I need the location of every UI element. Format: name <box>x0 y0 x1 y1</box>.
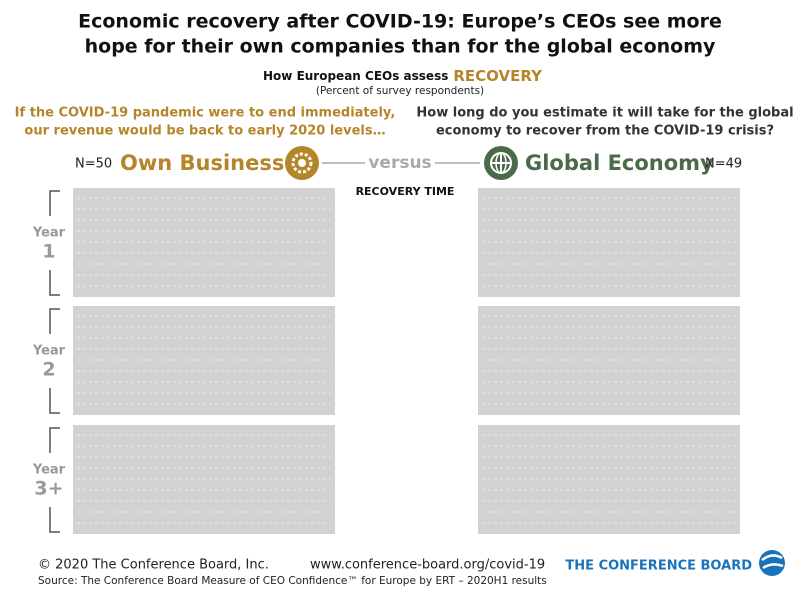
row-word: Year <box>32 344 66 359</box>
title: Economic recovery after COVID-19: Europe… <box>78 11 722 33</box>
left-question: our revenue would be back to early 2020 … <box>24 124 385 139</box>
left-label: Own Business <box>120 151 284 175</box>
subtitle: How European CEOs assess RECOVERY <box>263 67 543 85</box>
right-question: How long do you estimate it will take fo… <box>416 106 793 121</box>
panel <box>73 306 335 415</box>
row-number: 2 <box>42 359 55 381</box>
bracket <box>49 308 60 414</box>
row-word: Year <box>32 226 66 241</box>
bracket <box>49 190 60 296</box>
subtitle-highlight: RECOVERY <box>453 67 543 85</box>
left-n: N=50 <box>75 157 112 172</box>
panel <box>73 188 335 297</box>
logo-text: THE CONFERENCE BOARD <box>565 559 752 574</box>
right-label: Global Economy <box>525 151 714 175</box>
left-question: If the COVID-19 pandemic were to end imm… <box>15 106 396 121</box>
subtitle-note: (Percent of survey respondents) <box>316 85 484 97</box>
panel <box>478 306 740 415</box>
right-n: N=49 <box>705 157 742 172</box>
copyright: © 2020 The Conference Board, Inc. <box>38 558 269 573</box>
title: hope for their own companies than for th… <box>85 36 716 58</box>
panel <box>478 188 740 297</box>
url: www.conference-board.org/covid-19 <box>310 558 545 573</box>
source: Source: The Conference Board Measure of … <box>38 575 547 587</box>
versus: versus <box>368 153 431 173</box>
center-label: RECOVERY TIME <box>356 185 455 198</box>
row-number: 3+ <box>34 478 63 500</box>
panel <box>73 425 335 534</box>
panel <box>478 425 740 534</box>
right-question: economy to recover from the COVID-19 cri… <box>436 124 774 139</box>
subtitle-text: How European CEOs assess <box>263 69 448 83</box>
logo-icon <box>759 550 785 576</box>
row-number: 1 <box>42 241 55 263</box>
bracket <box>49 427 60 533</box>
row-word: Year <box>32 463 66 478</box>
gear-icon <box>285 146 319 180</box>
globe-icon <box>484 146 518 180</box>
